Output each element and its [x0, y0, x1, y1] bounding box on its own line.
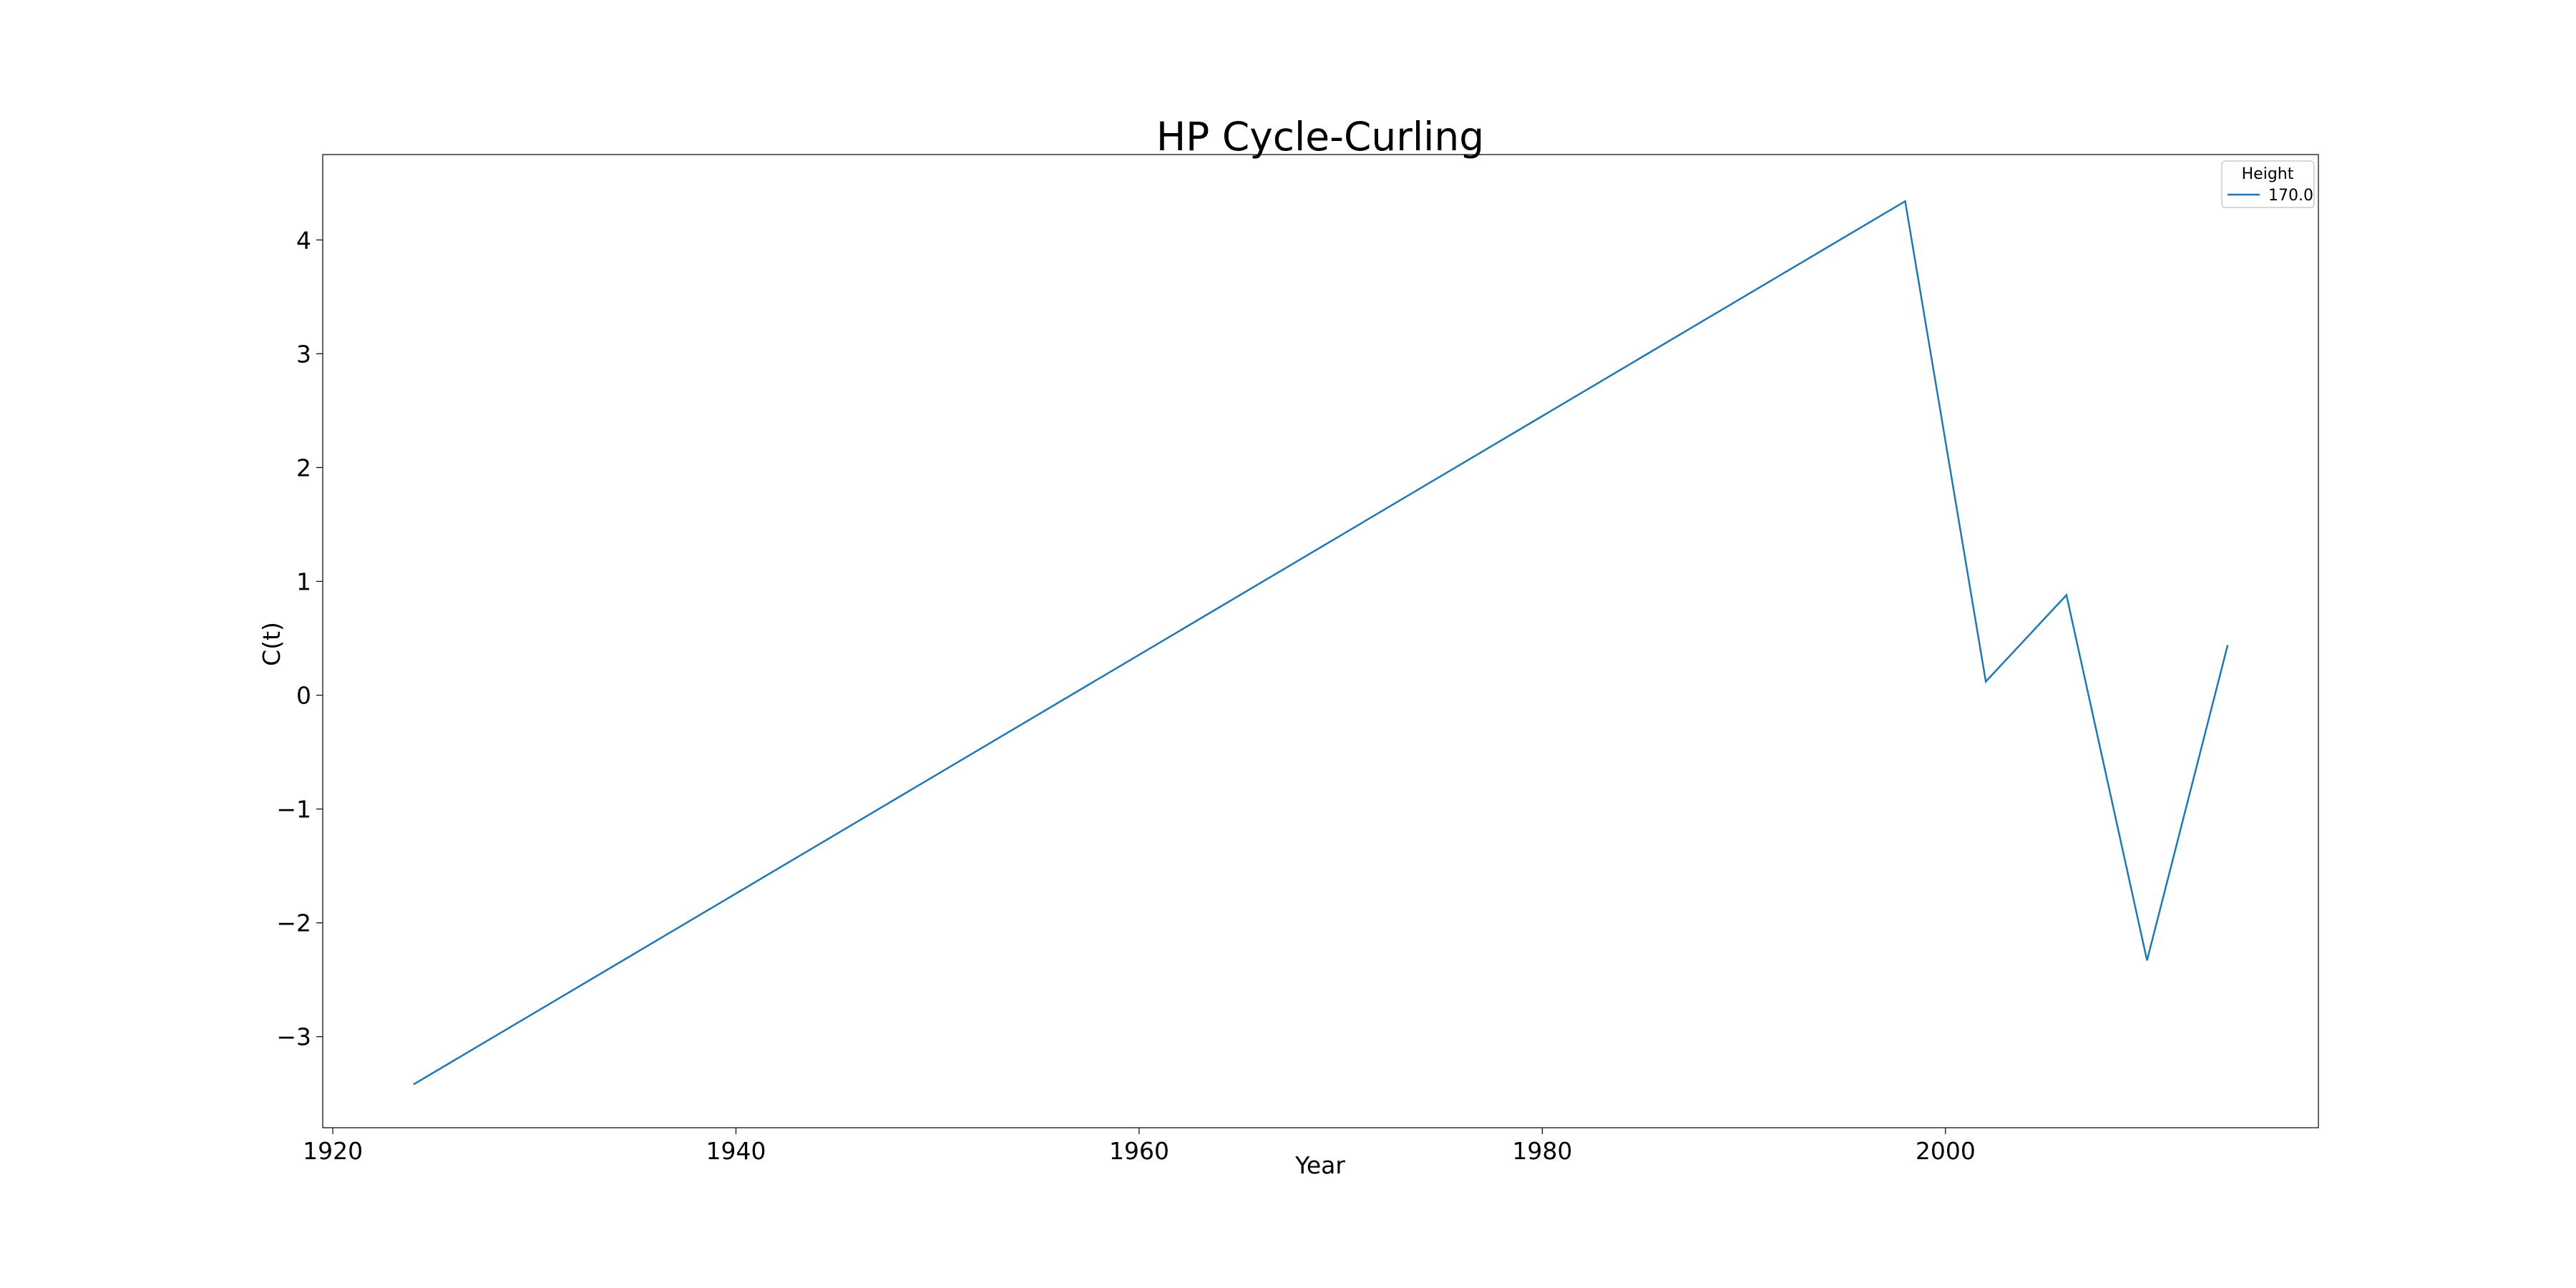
x-tick-label: 1960: [1109, 1137, 1169, 1165]
x-axis-label: Year: [1294, 1151, 1345, 1179]
series-line: [413, 200, 2229, 1085]
y-tick-label: 3: [296, 340, 311, 368]
y-tick-label: 1: [296, 567, 311, 595]
chart-title: HP Cycle-Curling: [1156, 114, 1484, 160]
plot-area: 1920 1940 1960 1980 2000 −3 −2 −1 0 1 2 3 4: [276, 154, 2319, 1165]
y-axis-label: C(t): [258, 622, 286, 666]
x-tick-label: 1980: [1512, 1137, 1572, 1165]
legend-entry-label: 170.0: [2268, 187, 2313, 205]
y-axis: −3 −2 −1 0 1 2 3 4: [276, 226, 323, 1051]
legend: Height 170.0: [2221, 160, 2315, 208]
y-tick-label: 0: [296, 682, 311, 710]
y-tick-label: −1: [276, 796, 311, 824]
x-tick-label: 2000: [1916, 1137, 1976, 1165]
x-axis: 1920 1940 1960 1980 2000: [303, 1128, 1976, 1165]
y-tick-label: 2: [296, 454, 311, 482]
y-tick-label: −3: [276, 1023, 311, 1051]
legend-box: [2221, 160, 2315, 208]
y-tick-label: 4: [296, 226, 311, 254]
legend-title: Height: [2242, 165, 2294, 183]
x-tick-label: 1920: [303, 1137, 363, 1165]
x-tick-label: 1940: [706, 1137, 766, 1165]
y-tick-label: −2: [276, 909, 311, 937]
series-layer: [413, 200, 2229, 1085]
axes-frame: [322, 154, 2319, 1128]
